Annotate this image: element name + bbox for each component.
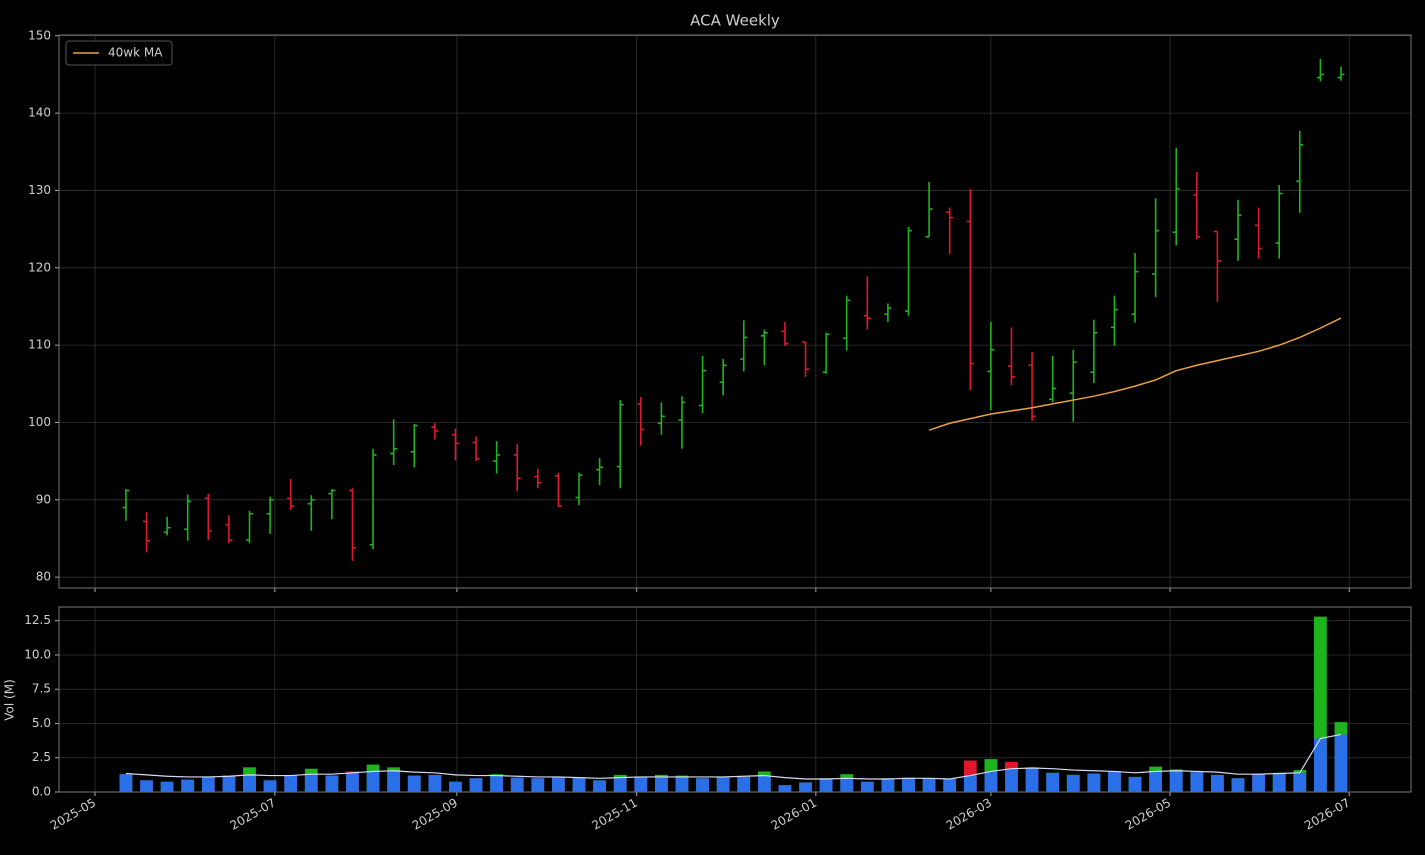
volume-base-bar (1272, 773, 1286, 792)
volume-base-bar (984, 771, 998, 792)
y-tick-label: 5.0 (32, 716, 51, 730)
volume-base-bar (469, 778, 483, 792)
volume-base-bar (1087, 773, 1101, 792)
volume-base-bar (140, 780, 153, 792)
volume-base-bar (902, 778, 915, 792)
volume-base-bar (572, 777, 586, 792)
volume-base-bar (1149, 771, 1163, 792)
volume-base-bar (963, 775, 977, 792)
volume-base-bar (840, 778, 854, 792)
volume-base-bar (675, 776, 689, 792)
volume-base-bar (304, 774, 318, 792)
volume-base-bar (1005, 768, 1018, 792)
y-tick-label: 2.5 (32, 750, 51, 764)
volume-base-bar (181, 779, 195, 792)
volume-base-bar (593, 780, 606, 792)
volume-base-bar (860, 781, 874, 792)
volume-base-bar (284, 775, 298, 792)
y-tick-label: 0.0 (32, 785, 51, 799)
volume-base-bar (325, 775, 339, 792)
volume-ma-line (125, 733, 1342, 780)
volume-base-bar (428, 774, 442, 792)
volume-base-bar (1066, 774, 1080, 792)
volume-base-bar (1231, 778, 1245, 792)
volume-base-bar (1025, 768, 1039, 792)
volume-base-bar (778, 785, 792, 792)
volume-base-bar (943, 778, 957, 792)
volume-base-bar (490, 775, 504, 792)
volume-base-bar (407, 775, 421, 792)
volume-base-bar (819, 778, 833, 792)
volume-base-bar (201, 776, 215, 792)
y-tick-label: 80 (36, 570, 51, 584)
volume-base-bar (757, 775, 771, 792)
volume-base-bar (387, 770, 401, 792)
volume-base-bar (160, 781, 174, 792)
volume-base-bar (243, 774, 256, 792)
volume-base-bar (119, 774, 133, 792)
y-tick-label: 120 (28, 260, 51, 274)
volume-base-bar (799, 782, 812, 792)
chart-title: ACA Weekly (690, 12, 780, 30)
volume-base-bar (531, 778, 545, 792)
volume-base-bar (222, 776, 236, 792)
y-tick-label: 10.0 (24, 647, 51, 661)
volume-base-bar (1252, 774, 1265, 792)
y-tick-label: 150 (28, 28, 51, 42)
volume-base-bar (1128, 776, 1142, 792)
y-tick-label: 140 (28, 106, 51, 120)
volume-base-bar (696, 778, 709, 792)
volume-base-bar (634, 776, 648, 792)
volume-base-bar (510, 777, 524, 792)
volume-base-bar (1211, 774, 1224, 792)
volume-base-bar (1293, 772, 1307, 792)
y-tick-label: 100 (28, 415, 51, 429)
volume-base-bar (1334, 734, 1348, 792)
volume-base-bar (1190, 772, 1204, 792)
volume-base-bar (1108, 771, 1121, 792)
plot-frame (58, 606, 1412, 793)
volume-base-bar (737, 776, 751, 792)
y-tick-label: 7.5 (32, 682, 51, 696)
y-tick-label: 12.5 (24, 613, 51, 627)
volume-base-bar (449, 781, 462, 792)
y-tick-label: 110 (28, 338, 51, 352)
volume-base-bar (1314, 738, 1327, 792)
volume-base-bar (922, 778, 936, 792)
volume-base-bar (881, 778, 895, 792)
legend-box (65, 40, 173, 66)
volume-base-bar (552, 776, 565, 792)
ma-line (928, 317, 1342, 431)
volume-base-bar (1046, 772, 1060, 792)
legend-label: 40wk MA (108, 46, 163, 60)
volume-base-bar (613, 777, 627, 792)
volume-base-bar (1169, 770, 1183, 792)
y-axis-label: Vol (M) (3, 679, 17, 720)
volume-base-bar (366, 771, 380, 792)
plot-frame (58, 34, 1412, 589)
y-tick-label: 90 (36, 492, 51, 506)
volume-base-bar (654, 776, 668, 792)
volume-base-bar (263, 780, 277, 792)
volume-base-bar (346, 772, 359, 792)
volume-base-bar (716, 776, 730, 792)
y-tick-label: 130 (28, 183, 51, 197)
